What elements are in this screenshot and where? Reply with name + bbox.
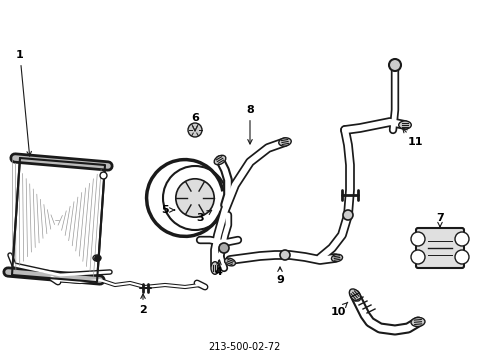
- Ellipse shape: [388, 59, 400, 71]
- Circle shape: [176, 179, 214, 217]
- Text: 9: 9: [276, 267, 284, 285]
- Ellipse shape: [224, 258, 235, 266]
- Text: 10: 10: [329, 302, 347, 317]
- Ellipse shape: [214, 155, 225, 165]
- Ellipse shape: [280, 250, 289, 260]
- Ellipse shape: [410, 318, 424, 327]
- Text: 8: 8: [245, 105, 253, 144]
- Circle shape: [410, 232, 424, 246]
- Text: 11: 11: [402, 128, 422, 147]
- Text: 4: 4: [214, 260, 222, 277]
- Ellipse shape: [331, 254, 342, 262]
- Circle shape: [454, 232, 468, 246]
- Circle shape: [454, 250, 468, 264]
- Ellipse shape: [93, 255, 101, 261]
- Text: 3: 3: [196, 210, 211, 223]
- Ellipse shape: [348, 289, 360, 301]
- Ellipse shape: [278, 138, 291, 146]
- FancyBboxPatch shape: [415, 228, 463, 268]
- Ellipse shape: [219, 243, 228, 253]
- Ellipse shape: [342, 210, 352, 220]
- Text: 1: 1: [16, 50, 31, 156]
- Text: 5: 5: [161, 205, 174, 215]
- Ellipse shape: [210, 262, 219, 274]
- Polygon shape: [12, 158, 105, 282]
- Circle shape: [410, 250, 424, 264]
- Circle shape: [163, 166, 226, 230]
- Text: 6: 6: [191, 113, 199, 131]
- Text: 2: 2: [139, 294, 146, 315]
- Circle shape: [187, 123, 202, 137]
- Text: 213-500-02-72: 213-500-02-72: [207, 342, 280, 352]
- Text: 7: 7: [435, 213, 443, 227]
- Ellipse shape: [398, 121, 410, 129]
